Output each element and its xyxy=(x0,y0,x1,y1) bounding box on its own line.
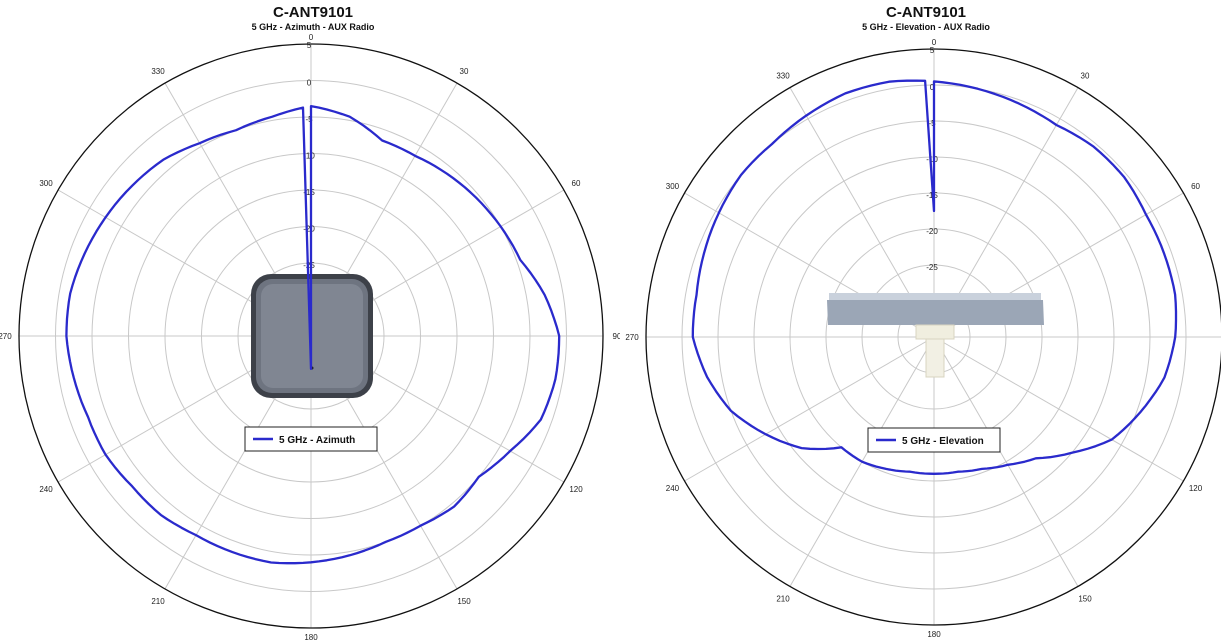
angle-tick-label: 30 xyxy=(460,67,469,76)
angle-tick-label: 270 xyxy=(625,333,639,342)
angle-tick-label: 150 xyxy=(457,597,471,606)
angle-tick-label: 60 xyxy=(1191,182,1200,191)
angle-tick-label: 0 xyxy=(932,38,937,47)
angle-tick-label: 240 xyxy=(666,484,680,493)
grid-spoke xyxy=(684,336,935,482)
outer-ring xyxy=(18,43,604,629)
grid-spoke xyxy=(933,336,1079,587)
radial-tick-label: 5 xyxy=(307,41,312,50)
angle-tick-label: 120 xyxy=(569,485,583,494)
angle-tick-label: 120 xyxy=(1189,484,1203,493)
radial-tick-label: -20 xyxy=(926,227,938,236)
angle-tick-label: 300 xyxy=(39,179,53,188)
azimuth-chart-subtitle: 5 GHz - Azimuth - AUX Radio xyxy=(251,22,375,32)
radial-tick-label: 5 xyxy=(930,46,935,55)
radial-tick-label: 0 xyxy=(930,83,935,92)
radial-tick-label: -20 xyxy=(303,225,315,234)
azimuth-polar-plot: 50-5-10-15-20-25030609012015018021024027… xyxy=(0,33,620,640)
radial-tick-label: -5 xyxy=(305,115,313,124)
radial-tick-label: -10 xyxy=(926,155,938,164)
radial-tick-label: 0 xyxy=(307,79,312,88)
series-line xyxy=(65,104,561,565)
legend-box xyxy=(244,426,378,452)
series-line xyxy=(691,79,1178,475)
radial-tick-label: -5 xyxy=(928,119,936,128)
legend: 5 GHz - Azimuth xyxy=(244,426,378,452)
legend: 5 GHz - Elevation xyxy=(867,427,1001,453)
elevation-polar-plot: 50-5-10-15-20-25030609120150180210240270… xyxy=(625,38,1221,639)
angle-tick-label: 330 xyxy=(151,67,165,76)
azimuth-chart-title: C-ANT9101 xyxy=(272,4,354,21)
legend-label: 5 GHz - Azimuth xyxy=(279,435,355,446)
grid-spoke xyxy=(933,336,1184,482)
radial-tick-label: -15 xyxy=(303,188,315,197)
angle-tick-label: 210 xyxy=(776,595,790,604)
elevation-chart-title: C-ANT9101 xyxy=(885,4,967,21)
antenna-disc-side xyxy=(827,300,1044,325)
angle-tick-label: 60 xyxy=(572,179,581,188)
elevation-chart-panel: C-ANT9101 5 GHz - Elevation - AUX Radio … xyxy=(606,0,1221,640)
angle-tick-label: 180 xyxy=(927,630,941,639)
radial-tick-label: -25 xyxy=(303,261,315,270)
antenna-disc-top xyxy=(829,293,1041,300)
angle-tick-label: 300 xyxy=(666,182,680,191)
radial-tick-label: -10 xyxy=(303,152,315,161)
outer-ring xyxy=(645,48,1221,626)
angle-tick-label: 330 xyxy=(776,71,790,80)
angle-tick-label: 0 xyxy=(309,33,314,42)
antenna-connector xyxy=(925,338,945,378)
angle-tick-label: 270 xyxy=(0,332,12,341)
radial-tick-label: -25 xyxy=(926,263,938,272)
angle-tick-label: 210 xyxy=(151,597,165,606)
elevation-chart-subtitle: 5 GHz - Elevation - AUX Radio xyxy=(862,22,990,32)
angle-tick-label: 240 xyxy=(39,485,53,494)
angle-tick-label: 180 xyxy=(304,633,318,640)
angle-tick-label: 90 xyxy=(613,332,620,341)
angle-tick-label: 30 xyxy=(1081,71,1090,80)
angle-tick-label: 150 xyxy=(1078,595,1092,604)
legend-label: 5 GHz - Elevation xyxy=(902,436,984,447)
antenna-mount xyxy=(915,324,955,340)
device-image xyxy=(827,293,1044,378)
